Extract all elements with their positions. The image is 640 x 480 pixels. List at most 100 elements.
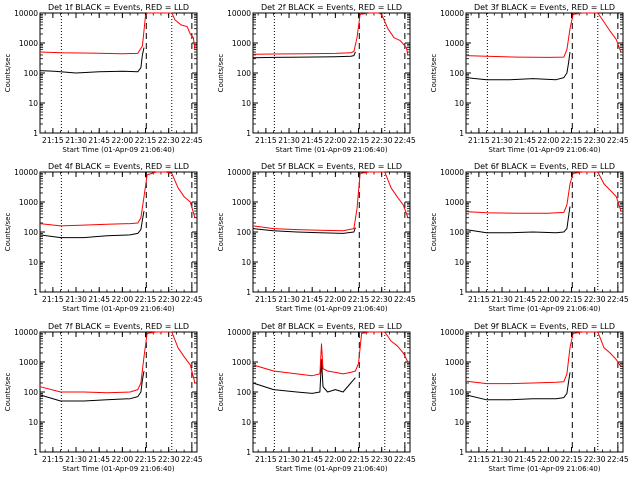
y-tick-label: 10000 bbox=[227, 328, 251, 337]
x-tick-label: 22:00 bbox=[538, 295, 560, 304]
x-tick-label: 22:45 bbox=[181, 295, 203, 304]
y-tick-label: 100 bbox=[450, 69, 465, 78]
x-tick-label: 21:30 bbox=[65, 295, 87, 304]
series-line-black bbox=[39, 210, 145, 239]
y-tick-label: 10 bbox=[28, 99, 38, 108]
y-axis-label: Counts/sec bbox=[217, 373, 225, 412]
y-axis-label: Counts/sec bbox=[430, 213, 438, 252]
y-tick-label: 10000 bbox=[440, 168, 464, 177]
y-tick-label: 1000 bbox=[445, 39, 464, 48]
y-tick-label: 1 bbox=[246, 129, 251, 138]
panel-title: Det 6f BLACK = Events, RED = LLD bbox=[474, 162, 615, 171]
y-tick-label: 1000 bbox=[232, 39, 251, 48]
chart-panel-9: Det 9f BLACK = Events, RED = LLD 1 10 100 10… bbox=[430, 322, 629, 473]
x-tick-label: 22:15 bbox=[135, 295, 157, 304]
series-line-red bbox=[465, 12, 622, 58]
chart-panel-4: Det 4f BLACK = Events, RED = LLD 1 10 100 10… bbox=[4, 162, 203, 313]
x-tick-label: 21:30 bbox=[65, 455, 87, 464]
panel-title: Det 1f BLACK = Events, RED = LLD bbox=[48, 3, 189, 12]
panel-title: Det 2f BLACK = Events, RED = LLD bbox=[261, 3, 402, 12]
y-tick-label: 10000 bbox=[227, 9, 251, 18]
series-line-black bbox=[465, 206, 571, 234]
x-tick-label: 21:30 bbox=[278, 295, 300, 304]
y-tick-label: 1000 bbox=[19, 198, 38, 207]
chart-panel-3: Det 3f BLACK = Events, RED = LLD 1 10 100 10… bbox=[430, 3, 629, 154]
x-axis-label: Start Time (01-Apr-09 21:06:40) bbox=[62, 305, 174, 313]
series-line-black bbox=[465, 51, 571, 81]
series-line-red bbox=[39, 331, 196, 394]
y-tick-label: 100 bbox=[24, 228, 39, 237]
x-tick-label: 21:45 bbox=[514, 455, 536, 464]
x-tick-label: 21:30 bbox=[491, 455, 513, 464]
x-tick-label: 21:15 bbox=[468, 136, 490, 145]
x-tick-label: 22:15 bbox=[135, 455, 157, 464]
panel-title: Det 9f BLACK = Events, RED = LLD bbox=[474, 322, 615, 331]
y-tick-label: 10000 bbox=[227, 168, 251, 177]
y-tick-label: 100 bbox=[237, 388, 252, 397]
plot-frame bbox=[39, 12, 198, 134]
x-tick-label: 21:15 bbox=[42, 455, 64, 464]
y-tick-label: 1 bbox=[33, 448, 38, 457]
x-tick-label: 22:00 bbox=[112, 455, 134, 464]
y-tick-label: 1 bbox=[459, 288, 464, 297]
y-tick-label: 10 bbox=[241, 418, 251, 427]
series-line-black bbox=[252, 51, 356, 59]
x-tick-label: 21:15 bbox=[255, 136, 277, 145]
y-tick-label: 10 bbox=[454, 418, 464, 427]
x-tick-label: 22:00 bbox=[325, 295, 347, 304]
x-tick-label: 22:00 bbox=[325, 136, 347, 145]
x-tick-label: 21:45 bbox=[301, 295, 323, 304]
x-tick-label: 21:15 bbox=[468, 455, 490, 464]
x-tick-label: 22:00 bbox=[538, 455, 560, 464]
x-tick-label: 22:30 bbox=[158, 455, 180, 464]
series-line-red bbox=[252, 12, 409, 56]
x-tick-label: 22:30 bbox=[584, 455, 606, 464]
y-tick-label: 10 bbox=[241, 99, 251, 108]
x-tick-label: 22:30 bbox=[371, 455, 393, 464]
x-axis-label: Start Time (01-Apr-09 21:06:40) bbox=[275, 465, 387, 473]
panel-title: Det 5f BLACK = Events, RED = LLD bbox=[261, 162, 402, 171]
x-tick-label: 21:45 bbox=[88, 136, 110, 145]
plot-frame bbox=[252, 171, 411, 293]
x-tick-label: 21:30 bbox=[491, 136, 513, 145]
series-line-black bbox=[252, 227, 356, 234]
y-tick-label: 1 bbox=[459, 129, 464, 138]
y-tick-label: 1000 bbox=[19, 39, 38, 48]
x-tick-label: 21:30 bbox=[65, 136, 87, 145]
series-line-red bbox=[465, 331, 622, 385]
x-axis-label: Start Time (01-Apr-09 21:06:40) bbox=[488, 146, 600, 154]
y-tick-label: 10000 bbox=[14, 9, 38, 18]
x-tick-label: 21:45 bbox=[88, 295, 110, 304]
series-line-red bbox=[465, 171, 622, 214]
x-tick-label: 22:15 bbox=[561, 136, 583, 145]
y-tick-label: 10 bbox=[28, 258, 38, 267]
x-tick-label: 22:45 bbox=[181, 455, 203, 464]
series-line-red bbox=[39, 171, 196, 227]
x-tick-label: 22:15 bbox=[348, 136, 370, 145]
x-tick-label: 22:30 bbox=[371, 136, 393, 145]
chart-panel-6: Det 6f BLACK = Events, RED = LLD 1 10 100 10… bbox=[430, 162, 629, 313]
y-axis-label: Counts/sec bbox=[4, 54, 12, 93]
y-tick-label: 1 bbox=[33, 288, 38, 297]
x-tick-label: 22:00 bbox=[538, 136, 560, 145]
y-tick-label: 10 bbox=[454, 99, 464, 108]
x-tick-label: 21:45 bbox=[301, 455, 323, 464]
chart-panel-8: Det 8f BLACK = Events, RED = LLD 1 10 100 10… bbox=[217, 322, 416, 473]
x-tick-label: 21:15 bbox=[255, 455, 277, 464]
x-tick-label: 22:45 bbox=[394, 455, 416, 464]
panel-title: Det 4f BLACK = Events, RED = LLD bbox=[48, 162, 189, 171]
y-tick-label: 1 bbox=[33, 129, 38, 138]
series-line-red bbox=[252, 331, 409, 377]
plot-frame bbox=[465, 331, 624, 453]
x-tick-label: 21:15 bbox=[42, 295, 64, 304]
x-tick-label: 22:00 bbox=[325, 455, 347, 464]
y-tick-label: 10000 bbox=[14, 168, 38, 177]
y-tick-label: 1000 bbox=[445, 358, 464, 367]
x-axis-label: Start Time (01-Apr-09 21:06:40) bbox=[488, 465, 600, 473]
x-axis-label: Start Time (01-Apr-09 21:06:40) bbox=[488, 305, 600, 313]
x-tick-label: 21:45 bbox=[88, 455, 110, 464]
y-tick-label: 1000 bbox=[19, 358, 38, 367]
plot-frame bbox=[465, 12, 624, 134]
y-tick-label: 100 bbox=[237, 69, 252, 78]
x-tick-label: 22:15 bbox=[561, 455, 583, 464]
